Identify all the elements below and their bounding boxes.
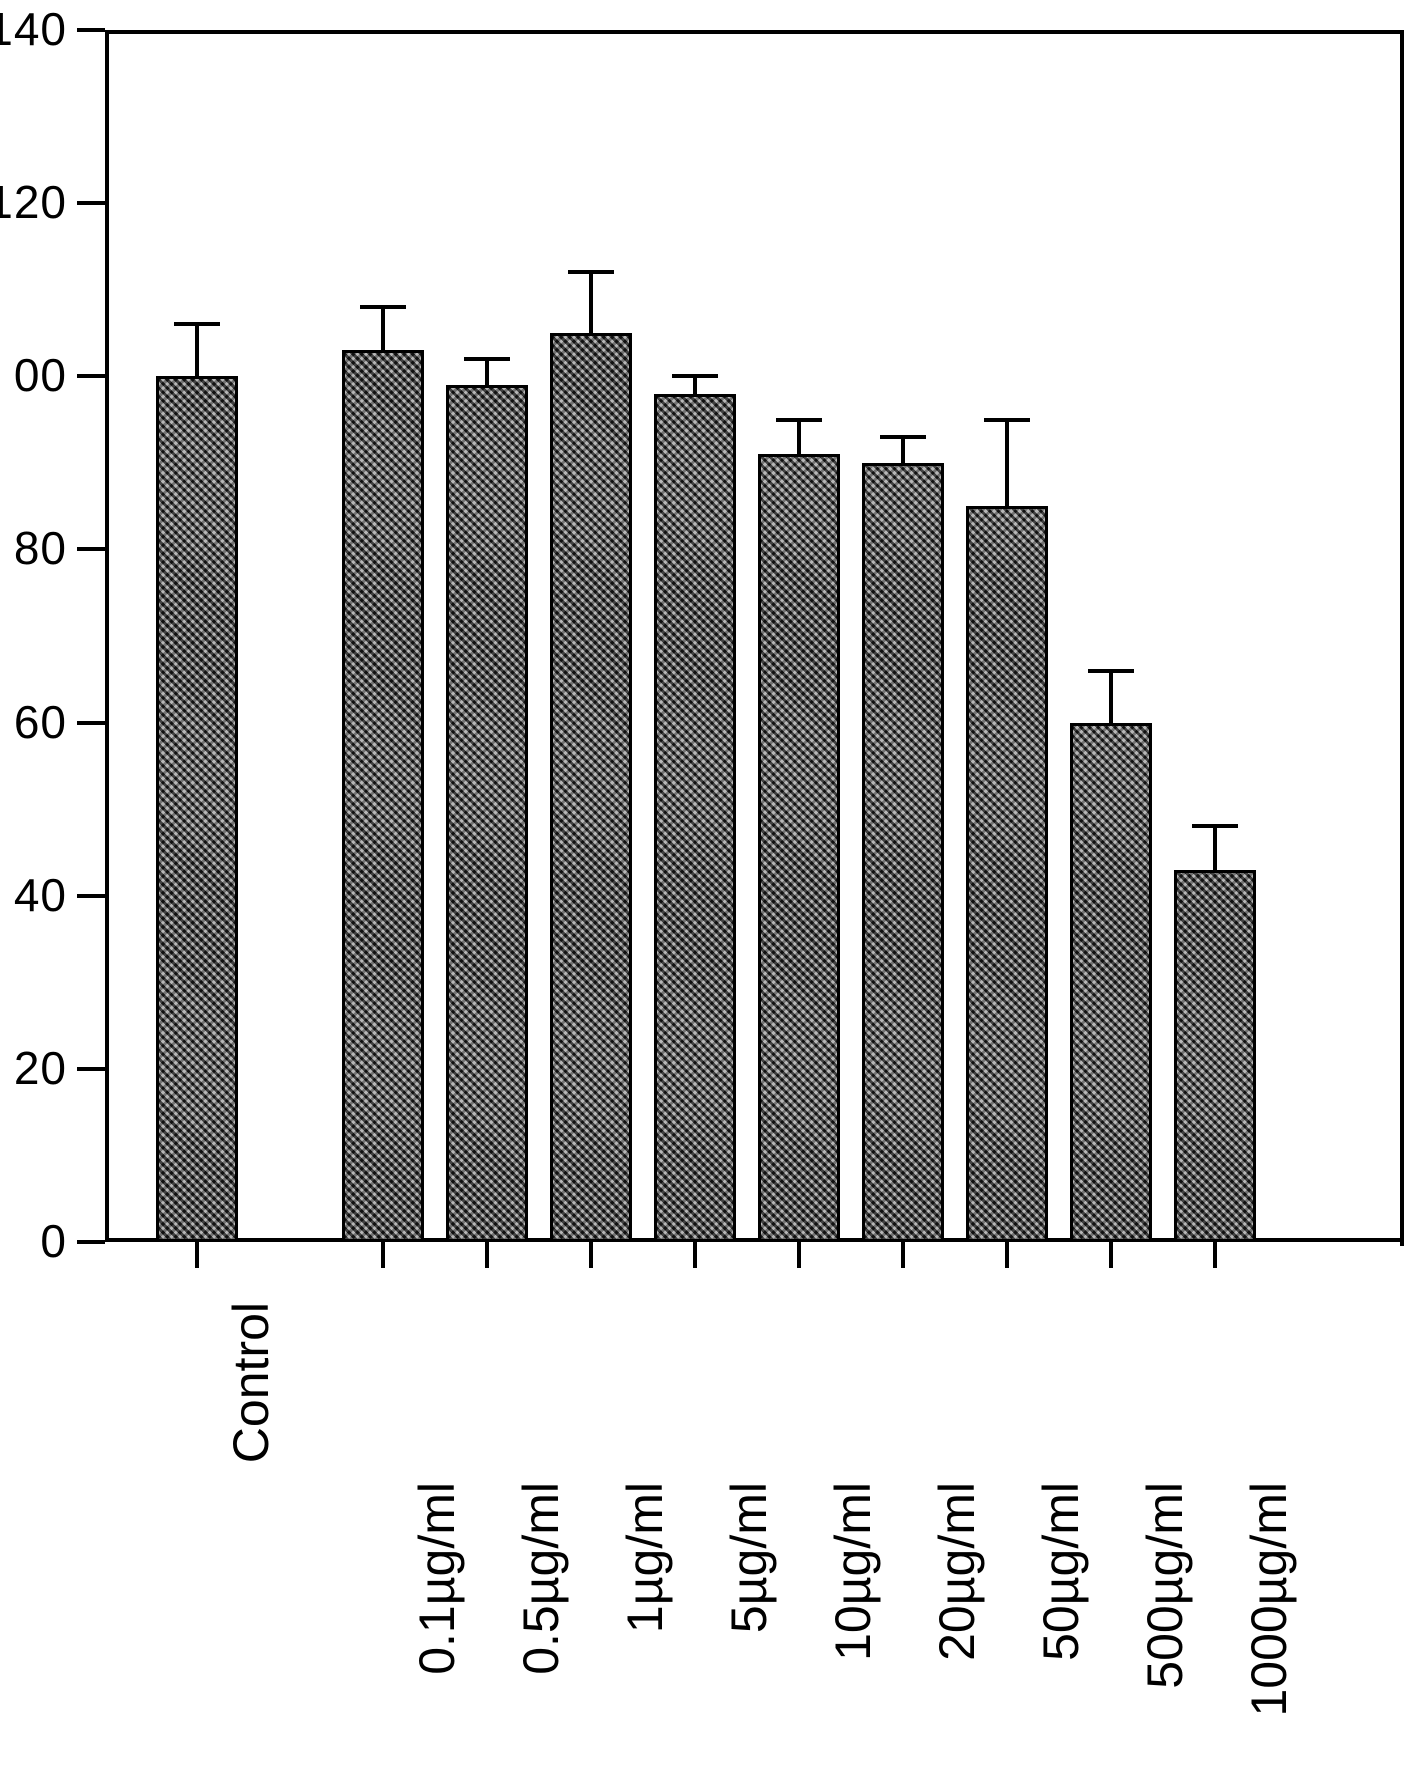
bar — [966, 506, 1048, 1242]
y-tick-label: 60 — [0, 695, 67, 749]
y-tick-mark — [77, 28, 105, 32]
x-category-label: 20µg/ml — [928, 1482, 986, 1782]
x-tick-mark — [1213, 1242, 1217, 1268]
bar — [862, 463, 944, 1242]
chart-container: 02040608000120140 Control0.1µg/ml0.5µg/m… — [0, 0, 1416, 1770]
x-category-label: 1µg/ml — [616, 1482, 674, 1782]
bar — [156, 376, 238, 1242]
bar — [654, 394, 736, 1242]
x-category-label: 50µg/ml — [1032, 1482, 1090, 1782]
error-bar-stem — [901, 437, 905, 463]
bar — [1070, 723, 1152, 1242]
error-bar-cap — [1192, 824, 1238, 828]
y-tick-label: 140 — [0, 2, 67, 56]
error-bar-cap — [360, 305, 406, 309]
x-tick-mark — [1005, 1242, 1009, 1268]
x-tick-mark — [195, 1242, 199, 1268]
y-tick-mark — [77, 1067, 105, 1071]
bar — [446, 385, 528, 1242]
error-bar-stem — [693, 376, 697, 393]
bar — [550, 333, 632, 1242]
x-category-label: 1000µg/ml — [1240, 1482, 1298, 1782]
x-tick-mark — [381, 1242, 385, 1268]
error-bar-stem — [589, 272, 593, 333]
y-tick-label: 20 — [0, 1041, 67, 1095]
error-bar-cap — [568, 270, 614, 274]
y-tick-label: 0 — [0, 1214, 67, 1268]
bar — [1174, 870, 1256, 1242]
error-bar-stem — [1109, 671, 1113, 723]
error-bar-stem — [1213, 826, 1217, 869]
error-bar-stem — [1005, 420, 1009, 507]
bar — [758, 454, 840, 1242]
x-tick-mark — [901, 1242, 905, 1268]
y-tick-label: 00 — [0, 348, 67, 402]
error-bar-stem — [485, 359, 489, 385]
error-bar-cap — [1088, 669, 1134, 673]
y-tick-mark — [77, 374, 105, 378]
x-tick-mark — [1109, 1242, 1113, 1268]
x-category-label: 0.5µg/ml — [512, 1482, 570, 1782]
y-tick-mark — [77, 721, 105, 725]
x-tick-mark — [693, 1242, 697, 1268]
y-tick-mark — [77, 1240, 105, 1244]
x-tick-mark — [485, 1242, 489, 1268]
error-bar-stem — [797, 420, 801, 455]
y-tick-label: 80 — [0, 521, 67, 575]
x-tick-mark — [797, 1242, 801, 1268]
x-category-label: 5µg/ml — [720, 1482, 778, 1782]
error-bar-cap — [776, 418, 822, 422]
y-tick-mark — [77, 201, 105, 205]
y-tick-label: 40 — [0, 868, 67, 922]
y-tick-label: 120 — [0, 175, 67, 229]
x-category-label: 10µg/ml — [824, 1482, 882, 1782]
error-bar-cap — [464, 357, 510, 361]
error-bar-cap — [880, 435, 926, 439]
error-bar-cap — [174, 322, 220, 326]
error-bar-stem — [195, 324, 199, 376]
error-bar-cap — [672, 374, 718, 378]
x-category-label: Control — [222, 1302, 280, 1602]
x-category-label: 500µg/ml — [1136, 1482, 1194, 1782]
y-axis-line — [105, 30, 109, 1242]
x-tick-mark — [589, 1242, 593, 1268]
error-bar-cap — [984, 418, 1030, 422]
y-tick-mark — [77, 547, 105, 551]
error-bar-stem — [381, 307, 385, 350]
x-category-label: 0.1µg/ml — [408, 1482, 466, 1782]
y-tick-mark — [77, 894, 105, 898]
bar — [342, 350, 424, 1242]
